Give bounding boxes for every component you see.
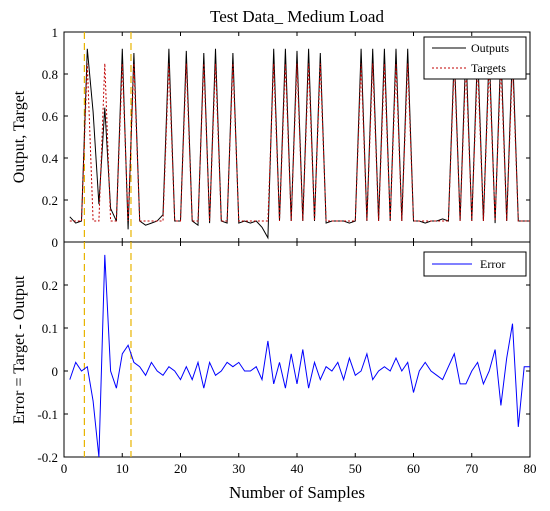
y-tick-label: 0.8 [42, 67, 58, 82]
bottom-y-axis-label: Error = Target - Output [11, 275, 28, 424]
legend-label-targets: Targets [471, 61, 506, 75]
x-tick-label: 80 [524, 461, 537, 476]
y-tick-label: 0.6 [42, 109, 59, 124]
y-tick-label: 0.2 [42, 278, 58, 293]
x-tick-label: 10 [116, 461, 129, 476]
legend-label-outputs: Outputs [471, 41, 509, 55]
y-tick-label: 1 [52, 25, 59, 40]
y-tick-label: 0.2 [42, 193, 58, 208]
chart-title: Test Data_ Medium Load [210, 7, 384, 26]
y-tick-label: 0.4 [42, 151, 59, 166]
top-y-axis-label: Output, Target [11, 90, 28, 183]
top-panel: Test Data_ Medium Load 0 0.2 0.4 0.6 0.8 1 Ou… [11, 7, 531, 250]
bottom-y-ticks: -0.2 -0.1 0 0.1 0.2 [37, 278, 530, 465]
y-tick-label: -0.2 [37, 450, 58, 465]
x-axis-label: Number of Samples [229, 483, 365, 502]
x-tick-label: 70 [465, 461, 478, 476]
y-tick-label: 0.1 [42, 321, 58, 336]
series-line-targets [69, 63, 530, 222]
y-tick-label: -0.1 [37, 407, 58, 422]
top-series-group [69, 48, 530, 240]
legend-label-error: Error [480, 257, 505, 271]
top-legend-box [423, 36, 527, 80]
top-legend: Outputs Targets [423, 36, 527, 80]
bottom-x-ticks: 0 10 20 30 40 50 60 70 80 [61, 242, 537, 476]
series-line-error [69, 254, 530, 458]
x-tick-label: 40 [291, 461, 304, 476]
series-line-outputs [69, 48, 530, 240]
x-tick-label: 20 [174, 461, 187, 476]
x-tick-label: 60 [407, 461, 420, 476]
bottom-legend: Error [423, 251, 527, 277]
x-tick-label: 50 [349, 461, 362, 476]
y-tick-label: 0 [52, 235, 59, 250]
bottom-marker-lines [83, 242, 132, 457]
top-y-ticks: 0 0.2 0.4 0.6 0.8 1 [42, 25, 531, 250]
x-tick-label: 0 [61, 461, 68, 476]
x-tick-label: 30 [232, 461, 245, 476]
top-marker-lines [83, 32, 132, 242]
bottom-series-group [69, 254, 530, 458]
bottom-panel: -0.2 -0.1 0 0.1 0.2 0 10 20 30 40 50 60 70 80 Error … [11, 241, 537, 502]
y-tick-label: 0 [52, 364, 59, 379]
